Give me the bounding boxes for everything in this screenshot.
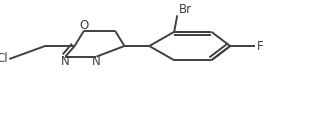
- Text: O: O: [79, 19, 89, 32]
- Text: Cl: Cl: [0, 53, 8, 65]
- Text: Br: Br: [179, 3, 192, 16]
- Text: N: N: [92, 55, 101, 68]
- Text: N: N: [61, 55, 70, 68]
- Text: F: F: [257, 40, 263, 53]
